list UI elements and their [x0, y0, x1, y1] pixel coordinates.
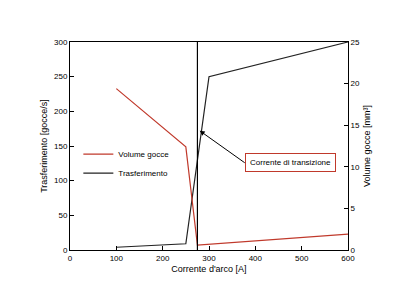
svg-text:0: 0	[63, 246, 68, 255]
svg-text:0: 0	[68, 254, 73, 263]
svg-text:200: 200	[156, 254, 170, 263]
svg-text:600: 600	[341, 254, 355, 263]
svg-text:5: 5	[351, 204, 356, 213]
svg-text:Volume gocce [mm³]: Volume gocce [mm³]	[362, 105, 372, 187]
svg-text:50: 50	[58, 211, 67, 220]
svg-text:Trasferimento: Trasferimento	[118, 169, 168, 178]
svg-text:25: 25	[351, 38, 360, 47]
svg-text:Volume gocce: Volume gocce	[118, 150, 169, 159]
svg-text:Trasferimento [gocce/s]: Trasferimento [gocce/s]	[39, 99, 49, 193]
svg-text:300: 300	[54, 38, 68, 47]
svg-text:400: 400	[249, 254, 263, 263]
svg-text:0: 0	[351, 246, 356, 255]
svg-text:20: 20	[351, 79, 360, 88]
svg-text:200: 200	[54, 107, 68, 116]
svg-text:150: 150	[54, 142, 68, 151]
svg-text:500: 500	[295, 254, 309, 263]
svg-text:250: 250	[54, 72, 68, 81]
svg-text:300: 300	[202, 254, 216, 263]
svg-text:Corrente di transizione: Corrente di transizione	[250, 158, 331, 167]
svg-text:10: 10	[351, 163, 360, 172]
svg-text:15: 15	[351, 121, 360, 130]
svg-text:100: 100	[54, 176, 68, 185]
svg-text:Corrente d'arco [A]: Corrente d'arco [A]	[171, 264, 246, 274]
svg-text:100: 100	[110, 254, 124, 263]
